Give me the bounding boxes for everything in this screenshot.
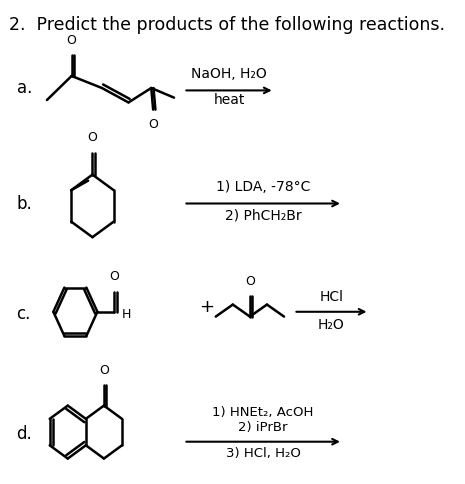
Text: d.: d. (17, 425, 32, 443)
Text: 1) HNEt₂, AcOH: 1) HNEt₂, AcOH (213, 407, 314, 419)
Text: O: O (245, 275, 255, 287)
Text: b.: b. (17, 195, 32, 212)
Text: a.: a. (17, 79, 32, 97)
Text: H: H (121, 308, 131, 321)
Text: O: O (66, 33, 77, 46)
Text: O: O (110, 270, 120, 283)
Text: 1) LDA, -78°C: 1) LDA, -78°C (216, 180, 310, 194)
Text: +: + (199, 298, 214, 316)
Text: O: O (99, 364, 109, 377)
Text: c.: c. (17, 305, 31, 323)
Text: 3) HCl, H₂O: 3) HCl, H₂O (226, 447, 300, 460)
Text: 2.  Predict the products of the following reactions.: 2. Predict the products of the following… (9, 16, 445, 34)
Text: NaOH, H₂O: NaOH, H₂O (191, 67, 267, 80)
Text: heat: heat (213, 93, 245, 107)
Text: O: O (148, 118, 158, 131)
Text: 2) PhCH₂Br: 2) PhCH₂Br (225, 209, 301, 223)
Text: 2) iPrBr: 2) iPrBr (239, 421, 288, 434)
Text: H₂O: H₂O (318, 318, 345, 332)
Text: HCl: HCl (319, 290, 344, 304)
Text: O: O (87, 131, 97, 144)
